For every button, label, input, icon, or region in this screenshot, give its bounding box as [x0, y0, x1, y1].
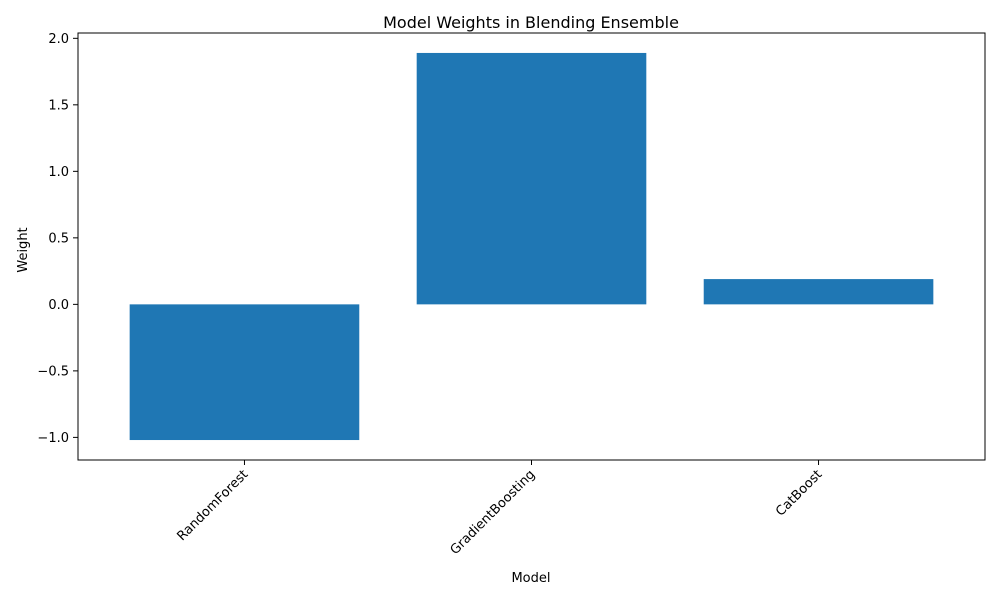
chart-title: Model Weights in Blending Ensemble — [383, 13, 679, 32]
plot-frame — [77, 32, 986, 461]
y-tick-label: 0.5 — [48, 231, 69, 246]
y-tick-label: 2.0 — [48, 32, 69, 47]
y-tick-label: 1.5 — [48, 98, 69, 113]
x-axis: RandomForest GradientBoosting CatBoost — [174, 460, 825, 558]
y-tick-label: 1.0 — [48, 165, 69, 180]
x-axis-label: Model — [511, 571, 550, 586]
y-tick-label: −0.5 — [37, 364, 69, 379]
bar-randomforest — [129, 304, 360, 441]
y-axis-label: Weight — [16, 227, 31, 272]
y-axis: −1.0 −0.5 0.0 0.5 1.0 1.5 2.0 — [37, 32, 78, 446]
x-tick-label: RandomForest — [174, 467, 251, 544]
y-tick-label: 0.0 — [48, 298, 69, 313]
bars-layer — [129, 52, 934, 441]
x-tick-label: GradientBoosting — [448, 467, 539, 558]
y-tick-label: −1.0 — [37, 431, 69, 446]
x-tick-label: CatBoost — [773, 467, 825, 519]
bar-catboost — [703, 279, 934, 305]
bar-gradientboosting — [416, 52, 647, 305]
